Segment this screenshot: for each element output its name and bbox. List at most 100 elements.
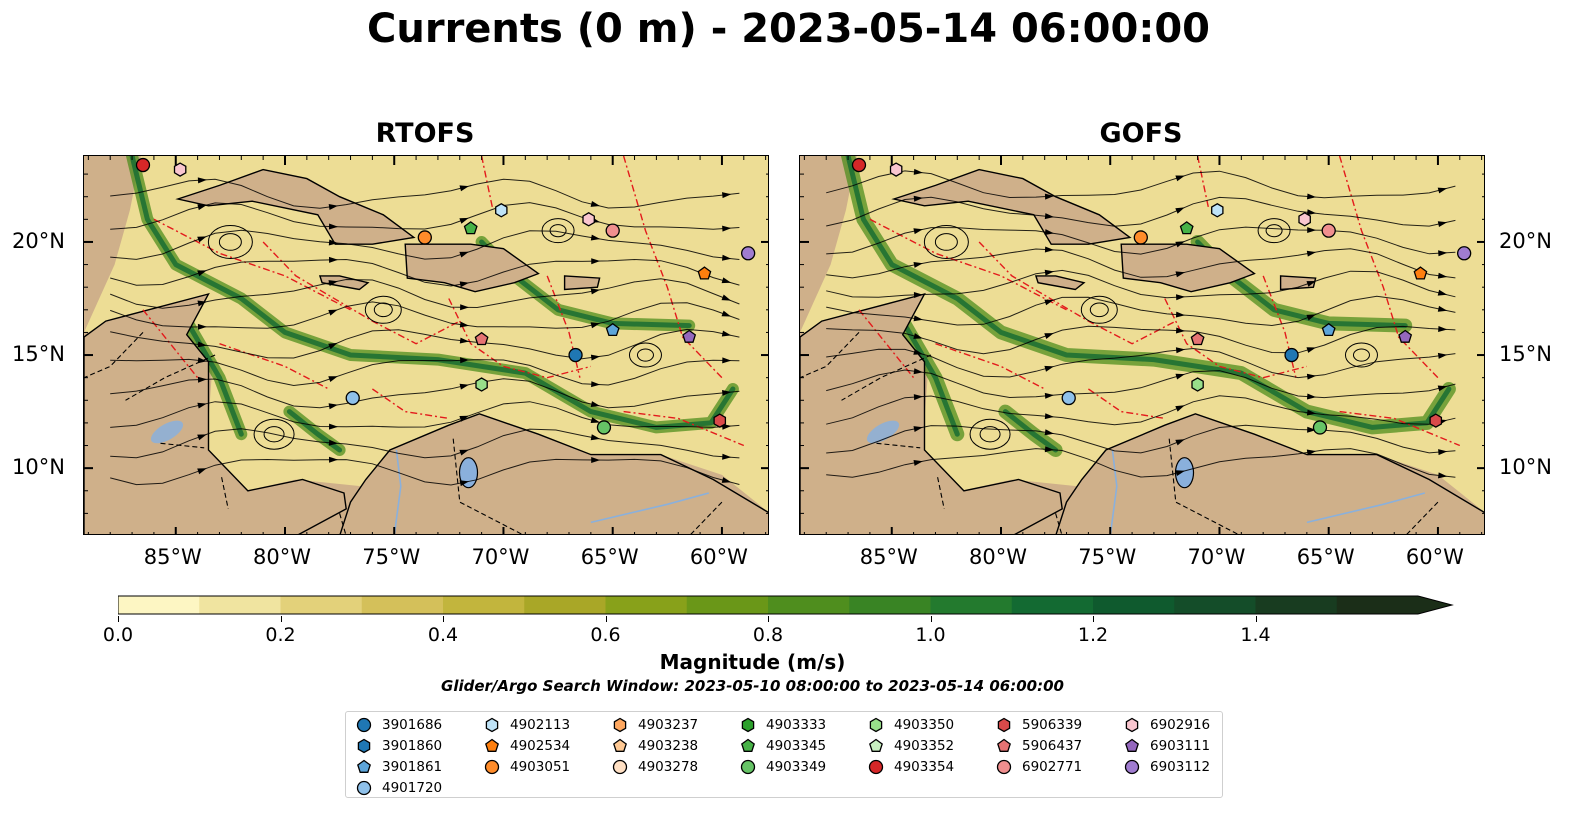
streamline <box>110 178 740 209</box>
float-marker-3901861 <box>605 322 620 337</box>
streamline <box>110 258 740 287</box>
figure-title: Currents (0 m) - 2023-05-14 06:00:00 <box>367 6 1210 52</box>
legend-label: 4902534 <box>510 738 571 754</box>
country-border <box>84 332 144 379</box>
streamline-arrow <box>913 349 923 355</box>
colorbar-tick-label: 0.4 <box>427 624 459 646</box>
float-marker-4903350 <box>475 377 488 392</box>
streamline-arrow <box>722 390 732 396</box>
streamline-arrow <box>197 341 207 348</box>
eddy <box>1080 295 1118 324</box>
colorbar-segment <box>849 596 932 614</box>
colorbar-segment <box>605 596 688 614</box>
streamline-arrow <box>1437 352 1448 359</box>
legend-marker-6902916 <box>1125 717 1139 733</box>
streamline-arrow <box>1044 229 1054 235</box>
streamline <box>110 301 740 329</box>
streamline <box>110 378 740 409</box>
streamline <box>826 395 1456 426</box>
legend-item-4902113: 4902113 <box>484 715 570 735</box>
lake-nicaragua <box>150 420 184 444</box>
legend-label: 4903345 <box>766 738 827 754</box>
legend-label: 4901720 <box>382 780 443 796</box>
streamline-arrow <box>1044 213 1054 220</box>
streamline-arrow <box>459 321 470 328</box>
streamline-arrow <box>328 309 338 316</box>
legend-item-4901720: 4901720 <box>356 778 442 798</box>
land-mass <box>318 275 370 291</box>
colorbar-segment <box>1093 596 1175 614</box>
streamline-arrow <box>1044 429 1054 436</box>
legend-marker-4903278 <box>612 759 628 775</box>
streamline-arrow <box>913 292 923 298</box>
colorbar-tick <box>930 616 932 622</box>
streamline <box>826 424 1456 454</box>
panel-title-rtofs: RTOFS <box>375 118 475 149</box>
legend-item-3901686: 3901686 <box>356 715 442 735</box>
float-marker-6903111 <box>682 329 697 343</box>
rtofs-current-map[interactable] <box>83 155 769 535</box>
float-marker-5906437 <box>1190 331 1205 346</box>
eez-boundary <box>153 218 351 311</box>
legend-label: 4903333 <box>766 717 827 733</box>
streamline-arrow <box>590 201 601 207</box>
legend-marker-4903051 <box>484 759 500 775</box>
streamline-arrow <box>328 280 338 286</box>
streamline-arrow <box>1306 347 1316 353</box>
lon-label-65w-rtofs: 65°W <box>580 545 639 569</box>
streamline-arrow <box>1044 413 1054 420</box>
streamline-arrow <box>197 177 207 184</box>
lat-label-15n-right: 15°N <box>1499 342 1552 366</box>
legend-item-6903112: 6903112 <box>1124 757 1210 777</box>
country-border <box>160 442 205 449</box>
land-mass <box>1120 243 1256 293</box>
streamline-arrow <box>1438 250 1448 257</box>
legend-marker-3901686 <box>356 717 372 733</box>
float-marker-4903349 <box>1312 420 1328 435</box>
gofs-current-map[interactable] <box>799 155 1485 535</box>
streamline-arrow <box>721 310 731 317</box>
streamline <box>826 196 1456 227</box>
streamline-arrow <box>1437 187 1448 194</box>
lat-label-20n-left: 20°N <box>12 229 65 253</box>
colorbar-tick-label: 0.8 <box>752 624 784 646</box>
streamline-arrow <box>1175 470 1185 476</box>
land-mass <box>404 243 540 293</box>
streamline-arrow <box>913 228 923 235</box>
legend-item-5906437: 5906437 <box>996 736 1082 756</box>
streamline-arrow <box>913 460 923 466</box>
country-border <box>452 438 523 534</box>
streamline-arrow <box>1175 311 1186 318</box>
colorbar-segment <box>118 596 200 614</box>
colorbar-segment <box>1011 596 1094 614</box>
streamline-arrow <box>459 251 469 258</box>
streamline-arrow <box>459 281 470 288</box>
lat-label-15n-left: 15°N <box>12 342 65 366</box>
float-marker-6902916 <box>889 162 903 177</box>
colorbar-tick <box>118 616 119 622</box>
legend-marker-4903238 <box>613 738 627 752</box>
streamline <box>826 269 1456 299</box>
land-mass <box>891 168 1132 245</box>
legend-marker-4902113 <box>485 717 499 733</box>
legend-label: 6902771 <box>1022 759 1083 775</box>
float-marker-5906437 <box>474 331 489 346</box>
streamline-arrow <box>197 323 207 330</box>
streamline-arrow <box>590 401 601 407</box>
legend-label: 6903112 <box>1150 759 1211 775</box>
legend-item-6902771: 6902771 <box>996 757 1082 777</box>
streamline-arrow <box>913 394 923 401</box>
streamline-arrow <box>1306 314 1316 321</box>
legend-marker-4903349 <box>740 759 756 775</box>
colorbar-tick-label: 0.2 <box>265 624 296 646</box>
river <box>1109 449 1118 534</box>
colorbar-segment <box>199 596 282 614</box>
legend-item-4902534: 4902534 <box>484 736 570 756</box>
streamline-arrow <box>197 270 207 277</box>
eez-boundary <box>1338 156 1439 379</box>
float-marker-4903349 <box>596 420 612 435</box>
streamline-arrow <box>328 439 338 446</box>
streamline <box>826 325 1456 355</box>
country-border <box>876 442 921 449</box>
panel-title-gofs: GOFS <box>1099 118 1183 149</box>
